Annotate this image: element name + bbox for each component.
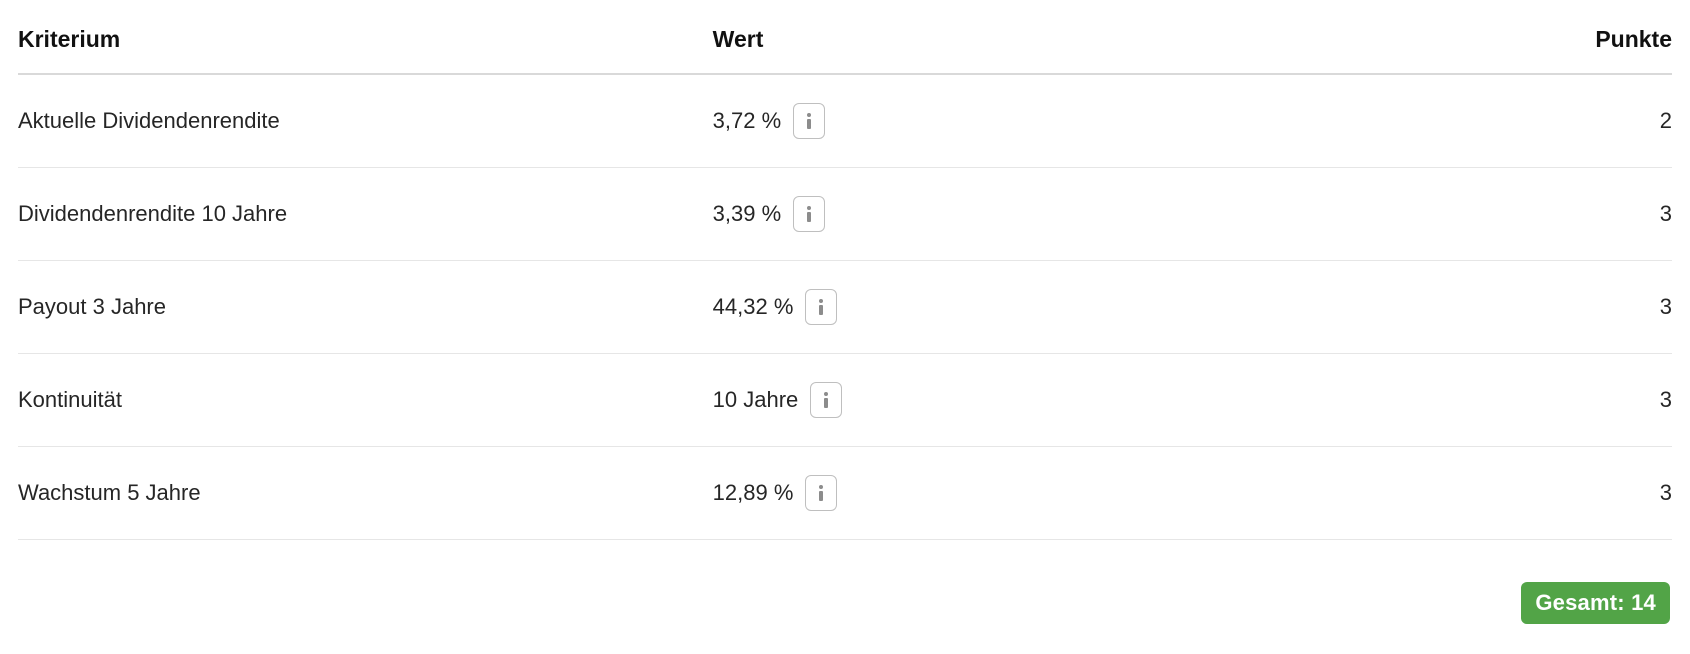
info-icon	[819, 391, 833, 409]
total-badge: Gesamt: 14	[1521, 582, 1670, 624]
info-button[interactable]	[793, 196, 825, 232]
footer: Gesamt: 14	[18, 582, 1672, 624]
info-icon	[802, 112, 816, 130]
cell-kriterium: Payout 3 Jahre	[18, 261, 713, 354]
cell-wert: 3,39 %	[713, 168, 1375, 261]
criteria-table: Kriterium Wert Punkte Aktuelle Dividende…	[18, 12, 1672, 540]
table-row: Payout 3 Jahre 44,32 % 3	[18, 261, 1672, 354]
cell-kriterium: Dividendenrendite 10 Jahre	[18, 168, 713, 261]
cell-punkte: 3	[1374, 354, 1672, 447]
table-row: Wachstum 5 Jahre 12,89 % 3	[18, 447, 1672, 540]
table-header-row: Kriterium Wert Punkte	[18, 12, 1672, 74]
table-row: Kontinuität 10 Jahre 3	[18, 354, 1672, 447]
table-row: Aktuelle Dividendenrendite 3,72 % 2	[18, 74, 1672, 168]
info-button[interactable]	[805, 289, 837, 325]
value-text: 3,39 %	[713, 201, 782, 227]
cell-punkte: 2	[1374, 74, 1672, 168]
header-punkte: Punkte	[1374, 12, 1672, 74]
info-button[interactable]	[793, 103, 825, 139]
cell-kriterium: Aktuelle Dividendenrendite	[18, 74, 713, 168]
info-icon	[802, 205, 816, 223]
cell-punkte: 3	[1374, 447, 1672, 540]
cell-punkte: 3	[1374, 168, 1672, 261]
info-icon	[814, 298, 828, 316]
cell-wert: 12,89 %	[713, 447, 1375, 540]
value-text: 44,32 %	[713, 294, 794, 320]
cell-wert: 3,72 %	[713, 74, 1375, 168]
cell-wert: 10 Jahre	[713, 354, 1375, 447]
value-text: 3,72 %	[713, 108, 782, 134]
table-row: Dividendenrendite 10 Jahre 3,39 % 3	[18, 168, 1672, 261]
value-text: 12,89 %	[713, 480, 794, 506]
total-label: Gesamt:	[1535, 590, 1624, 615]
cell-kriterium: Wachstum 5 Jahre	[18, 447, 713, 540]
header-wert: Wert	[713, 12, 1375, 74]
cell-punkte: 3	[1374, 261, 1672, 354]
info-button[interactable]	[805, 475, 837, 511]
header-kriterium: Kriterium	[18, 12, 713, 74]
cell-wert: 44,32 %	[713, 261, 1375, 354]
value-text: 10 Jahre	[713, 387, 799, 413]
cell-kriterium: Kontinuität	[18, 354, 713, 447]
info-button[interactable]	[810, 382, 842, 418]
info-icon	[814, 484, 828, 502]
total-value: 14	[1631, 590, 1656, 615]
